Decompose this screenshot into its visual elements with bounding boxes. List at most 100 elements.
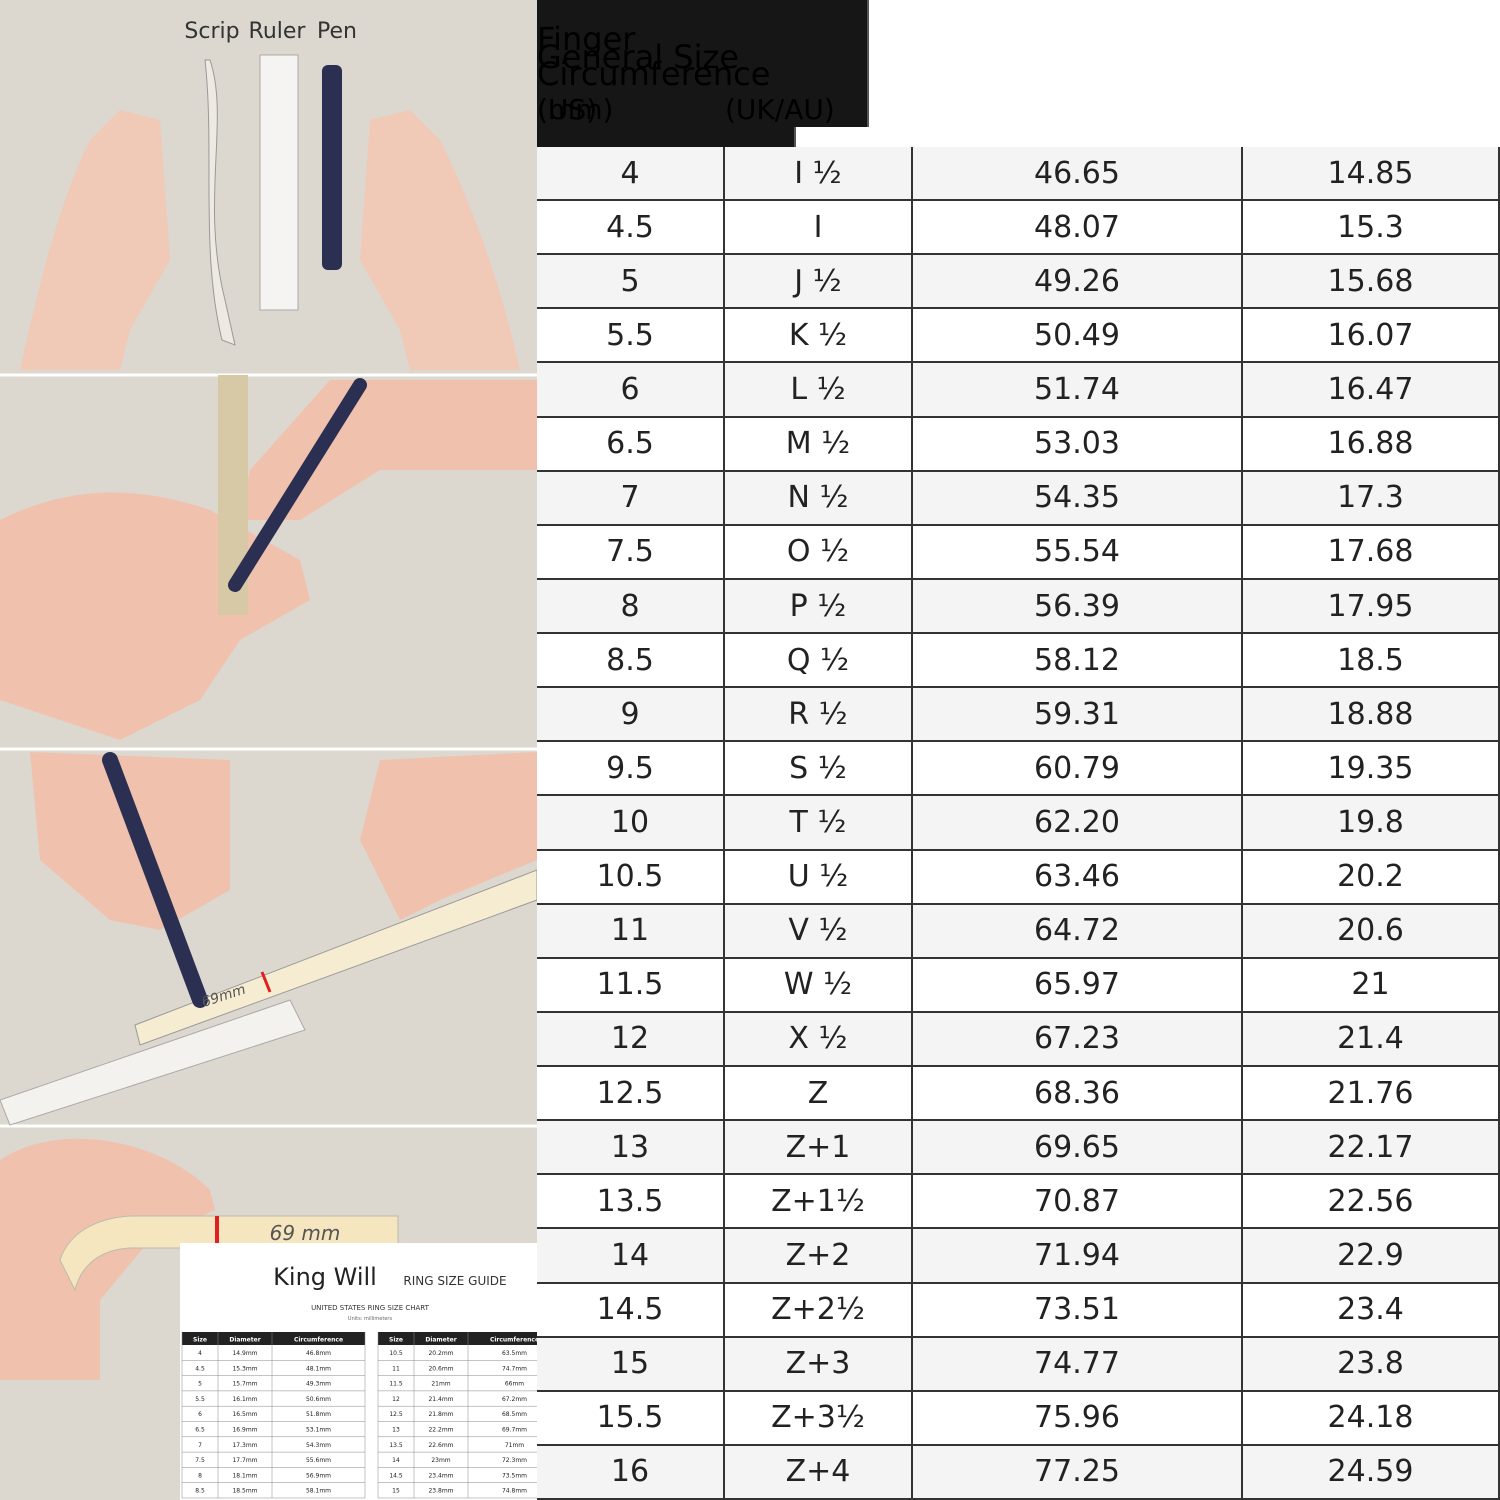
table-cell: 24.59: [1243, 1445, 1500, 1500]
tool-label: Pen: [317, 19, 357, 44]
table-cell: 8: [537, 579, 725, 635]
mini-cell: 6.5: [195, 1427, 205, 1434]
guide-subtitle: UNITED STATES RING SIZE CHART: [311, 1304, 430, 1312]
mini-cell: 15.3mm: [232, 1365, 257, 1372]
header-text: (mm): [537, 93, 614, 126]
mini-cell: 14.9mm: [232, 1350, 257, 1357]
mini-header: Circumference: [490, 1337, 537, 1344]
table-cell: 22.9: [1243, 1229, 1500, 1284]
tool-label: Ruler: [249, 19, 307, 44]
table-cell: J ½: [725, 255, 913, 310]
mini-cell: 7: [198, 1442, 202, 1449]
table-cell: 13.5: [537, 1175, 725, 1230]
mini-cell: 56.9mm: [306, 1472, 331, 1479]
mark-line: [260, 971, 272, 993]
table-cell: 17.68: [1243, 525, 1500, 580]
mini-header: Diameter: [229, 1337, 260, 1344]
mini-cell: 6: [198, 1411, 202, 1418]
table-cell: 74.77: [913, 1337, 1243, 1392]
mini-cell: 74.8mm: [502, 1488, 527, 1495]
table-cell: I ½: [725, 147, 913, 202]
mini-cell: 17.7mm: [232, 1457, 257, 1464]
mini-cell: 11.5: [389, 1381, 403, 1388]
table-cell: 24.18: [1243, 1391, 1500, 1446]
mini-header: Diameter: [425, 1337, 456, 1344]
table-cell: 15.68: [1243, 255, 1500, 310]
hand: [20, 110, 170, 370]
table-cell: S ½: [725, 742, 913, 797]
table-cell: 12: [537, 1012, 725, 1068]
hand: [240, 380, 537, 520]
table-cell: 17.95: [1243, 579, 1500, 635]
instruction-panel: Scrip Ruler Pen 69mm 69 mm King Will RIN…: [0, 0, 537, 1500]
mini-cell: 67.2mm: [502, 1396, 527, 1403]
mini-header: Size: [193, 1337, 207, 1344]
table-cell: 5: [537, 255, 725, 310]
mini-cell: 13.5: [389, 1442, 403, 1449]
mini-cell: 8.5: [195, 1488, 205, 1495]
mini-header: Circumference: [294, 1337, 343, 1344]
mini-cell: 73.5mm: [502, 1472, 527, 1479]
ruler: [0, 999, 306, 1126]
paper-strip: [204, 59, 236, 346]
mini-cell: 23.4mm: [428, 1472, 453, 1479]
table-cell: Q ½: [725, 634, 913, 689]
table-cell: U ½: [725, 850, 913, 905]
tool-label: Scrip: [184, 19, 239, 44]
mini-header-bg: [378, 1332, 537, 1345]
table-cell: 7.5: [537, 525, 725, 580]
mini-cell: 16.5mm: [232, 1411, 257, 1418]
header-text: (US): [537, 93, 598, 126]
table-cell: Z+2½: [725, 1283, 913, 1338]
table-cell: 49.26: [913, 255, 1243, 310]
size-table: General Size (US) (UK/AU) Finger Circumferen…: [537, 0, 1500, 1500]
paper-strip: [59, 1215, 399, 1292]
mini-cell: 21.8mm: [428, 1411, 453, 1418]
mini-cell: 7.5: [195, 1457, 205, 1464]
mini-cell: 8: [198, 1472, 202, 1479]
table-cell: 16.47: [1243, 363, 1500, 418]
table-cell: 20.6: [1243, 904, 1500, 959]
table-cell: 10.5: [537, 850, 725, 905]
mini-cell: 20.6mm: [428, 1365, 453, 1372]
mini-cell: 12.5: [389, 1411, 403, 1418]
table-cell: 18.5: [1243, 634, 1500, 689]
mini-cell: 12: [392, 1396, 400, 1403]
table-cell: 13: [537, 1121, 725, 1176]
table-cell: 14.85: [1243, 147, 1500, 202]
table-cell: 12.5: [537, 1067, 725, 1122]
table-cell: 75.96: [913, 1391, 1243, 1446]
table-cell: Z+4: [725, 1445, 913, 1500]
mini-cell: 54.3mm: [306, 1442, 331, 1449]
guide-title: RING SIZE GUIDE: [403, 1274, 506, 1288]
mini-cell: 21.4mm: [428, 1396, 453, 1403]
mini-cell: 23mm: [431, 1457, 450, 1464]
table-cell: 9.5: [537, 742, 725, 797]
mini-cell: 14.5: [389, 1472, 403, 1479]
mini-cell: 5: [198, 1381, 202, 1388]
mini-cell: 48.1mm: [306, 1365, 331, 1372]
table-cell: 22.56: [1243, 1175, 1500, 1230]
table-cell: 9: [537, 688, 725, 743]
mini-cell: 63.5mm: [502, 1350, 527, 1357]
mini-cell: 69.7mm: [502, 1427, 527, 1434]
table-cell: 64.72: [913, 904, 1243, 959]
table-cell: 4.5: [537, 201, 725, 256]
measure-mark: 69 mm: [270, 1221, 341, 1245]
mini-cell: 20.2mm: [428, 1350, 453, 1357]
table-cell: 14.5: [537, 1283, 725, 1338]
table-cell: 71.94: [913, 1229, 1243, 1284]
table-cell: 6.5: [537, 417, 725, 472]
table-cell: 73.51: [913, 1283, 1243, 1338]
mini-cell: 49.3mm: [306, 1381, 331, 1388]
table-cell: X ½: [725, 1012, 913, 1068]
mini-cell: 71mm: [505, 1442, 524, 1449]
table-cell: 53.03: [913, 417, 1243, 472]
table-cell: 18.88: [1243, 688, 1500, 743]
table-cell: 4: [537, 147, 725, 202]
table-cell: 65.97: [913, 958, 1243, 1013]
table-cell: 16: [537, 1445, 725, 1500]
table-cell: O ½: [725, 525, 913, 580]
table-cell: 56.39: [913, 579, 1243, 635]
table-cell: T ½: [725, 796, 913, 851]
